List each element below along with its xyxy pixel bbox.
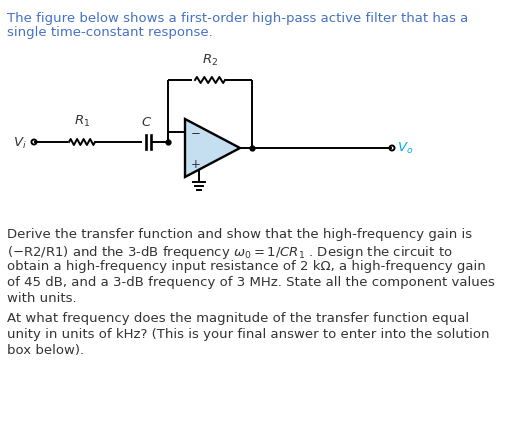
Text: $+$: $+$ <box>190 158 200 171</box>
Text: $V_o$: $V_o$ <box>397 141 413 156</box>
Text: $R_1$: $R_1$ <box>74 114 90 129</box>
Text: with units.: with units. <box>7 292 76 305</box>
Text: $C$: $C$ <box>141 116 152 129</box>
Polygon shape <box>185 119 240 177</box>
Text: At what frequency does the magnitude of the transfer function equal: At what frequency does the magnitude of … <box>7 312 469 325</box>
Text: $V_i$: $V_i$ <box>14 135 27 151</box>
Text: of 45 dB, and a 3-dB frequency of 3 MHz. State all the component values: of 45 dB, and a 3-dB frequency of 3 MHz.… <box>7 276 495 289</box>
Text: $R_2$: $R_2$ <box>202 53 218 68</box>
Text: $-$: $-$ <box>190 125 200 138</box>
Text: Derive the transfer function and show that the high-frequency gain is: Derive the transfer function and show th… <box>7 228 472 241</box>
Text: unity in units of kHz? (This is your final answer to enter into the solution: unity in units of kHz? (This is your fin… <box>7 328 489 341</box>
Text: box below).: box below). <box>7 344 84 357</box>
Text: single time-constant response.: single time-constant response. <box>7 26 213 39</box>
Text: obtain a high-frequency input resistance of 2 kΩ, a high-frequency gain: obtain a high-frequency input resistance… <box>7 260 486 273</box>
Text: The figure below shows a first-order high-pass active filter that has a: The figure below shows a first-order hig… <box>7 12 468 25</box>
Text: $(-$R2/R1) and the 3-dB frequency $\omega_0 = 1/CR_1$ . Design the circuit to: $(-$R2/R1) and the 3-dB frequency $\omeg… <box>7 244 452 261</box>
